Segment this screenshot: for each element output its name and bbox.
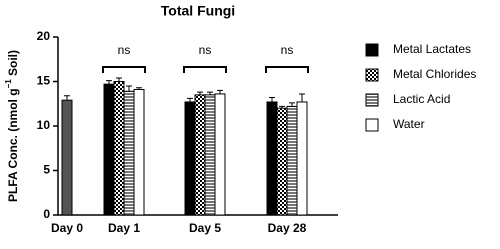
bar — [133, 89, 145, 216]
error-bar — [299, 93, 305, 102]
bar — [194, 94, 206, 216]
error-bar — [106, 80, 112, 85]
bar — [61, 99, 73, 216]
legend-label: Water — [393, 117, 425, 131]
legend-label: Lactic Acid — [393, 92, 450, 106]
error-bar — [207, 91, 213, 95]
legend-label: Metal Lactates — [393, 42, 471, 56]
annotation: ns — [199, 43, 212, 57]
legend-swatch — [365, 43, 379, 57]
annotation: ns — [281, 43, 294, 57]
error-bar — [136, 87, 142, 90]
error-bar — [279, 105, 285, 109]
x-tick-label: Day 1 — [108, 221, 140, 235]
bar — [103, 83, 115, 216]
error-bar — [289, 102, 295, 107]
error-bar — [126, 85, 132, 92]
significance-bracket — [102, 66, 146, 73]
y-axis-label-part: Soil) — [6, 50, 20, 79]
error-bar — [217, 89, 223, 94]
y-axis-label: PLFA Conc. (nmol g−1 Soil) — [4, 50, 20, 202]
annotation: ns — [118, 43, 131, 57]
y-axis-label-part: PLFA Conc. (nmol g — [6, 88, 20, 202]
error-bar — [197, 91, 203, 95]
legend-swatch — [365, 68, 379, 82]
y-tick-label: 15 — [37, 74, 51, 88]
y-tick-label: 20 — [37, 29, 51, 43]
y-axis-label-sup: −1 — [4, 79, 13, 89]
x-tick-label: Day 28 — [268, 221, 307, 235]
bar — [113, 81, 125, 216]
legend-swatch — [365, 118, 379, 132]
significance-bracket — [183, 66, 227, 73]
error-bar — [116, 77, 122, 82]
error-bar — [269, 97, 275, 102]
error-bar — [187, 97, 193, 102]
y-tick-label: 0 — [43, 207, 50, 221]
y-tick-label: 10 — [37, 118, 51, 132]
bar — [214, 93, 226, 216]
chart-title: Total Fungi — [161, 3, 235, 19]
y-tick-label: 5 — [43, 163, 50, 177]
legend-swatch — [365, 93, 379, 107]
error-bar — [64, 95, 70, 101]
significance-bracket — [265, 66, 309, 73]
bar — [123, 90, 135, 216]
bar — [286, 105, 298, 216]
bar — [296, 101, 308, 216]
bar — [204, 94, 216, 216]
bar — [276, 107, 288, 216]
bar — [184, 101, 196, 216]
bar — [266, 101, 278, 216]
x-tick-label: Day 0 — [51, 221, 83, 235]
x-tick-label: Day 5 — [189, 221, 221, 235]
legend-label: Metal Chlorides — [393, 67, 476, 81]
